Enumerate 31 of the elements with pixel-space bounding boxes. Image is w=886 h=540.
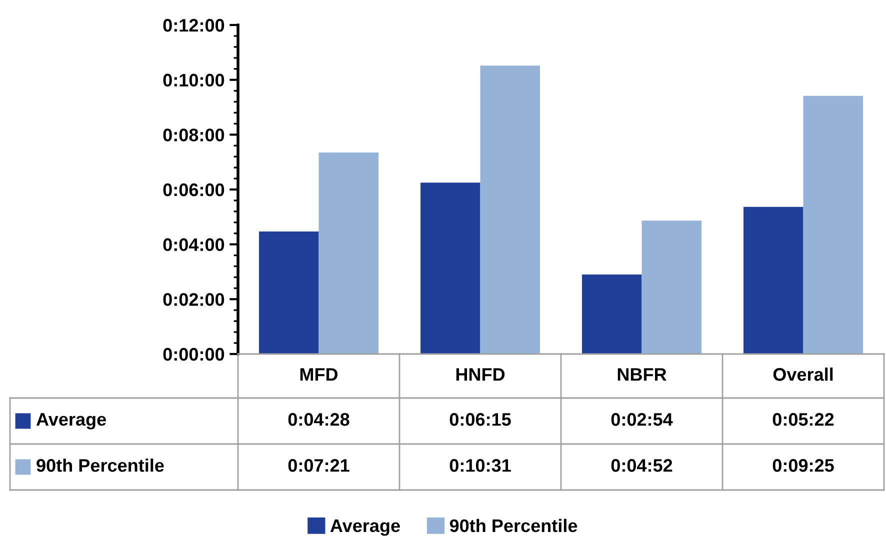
bar	[642, 220, 702, 354]
x-tick-label: NBFR	[618, 368, 666, 381]
data-label: 0:06:15	[450, 413, 511, 426]
y-tick-label: 0:02:00	[163, 293, 224, 306]
data-label: 0:04:52	[611, 459, 672, 472]
x-tick-label: MFD	[300, 368, 338, 381]
bar	[743, 206, 804, 354]
y-tick-label: 0:06:00	[163, 183, 224, 196]
text: Average	[330, 520, 400, 536]
legend-label: 90th Percentile	[450, 518, 578, 532]
bar	[480, 66, 540, 354]
y-tick-label: 0:04:00	[163, 238, 224, 252]
bar	[803, 96, 864, 354]
data-label: 0:02:54	[611, 413, 673, 426]
text: 90th Percentile	[36, 458, 164, 472]
x-tick-label: HNFD	[456, 368, 505, 381]
data-label: 0:07:21	[288, 459, 350, 472]
data-label: 0:04:28	[288, 413, 350, 426]
data-label: 0:05:22	[772, 413, 834, 426]
y-tick-label: 0:08:00	[163, 128, 224, 142]
data-label: 0:09:25	[772, 459, 834, 472]
bar	[582, 274, 642, 354]
bar	[420, 182, 480, 354]
legend-label: Average	[36, 413, 106, 430]
x-tick-label: Overall	[773, 368, 833, 381]
y-tick-label: 0:12:00	[163, 18, 224, 32]
bar	[258, 232, 319, 354]
data-label: 0:10:31	[450, 459, 511, 472]
y-tick-label: 0:10:00	[163, 74, 224, 87]
y-tick-label: 0:00:00	[163, 348, 224, 361]
bar	[318, 152, 379, 354]
